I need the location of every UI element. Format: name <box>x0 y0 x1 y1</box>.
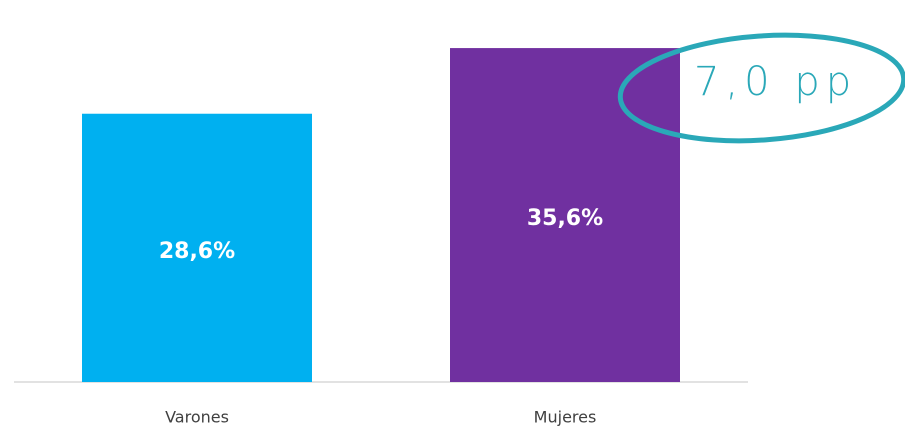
annotation: 7,0 pp <box>694 59 857 105</box>
annotation-ellipse <box>617 32 905 144</box>
x-tick-label: Varones <box>165 408 229 427</box>
value-label: 28,6% <box>159 239 235 264</box>
bar <box>82 113 312 383</box>
value-label: 35,6% <box>527 206 603 231</box>
x-tick-label: Mujeres <box>534 408 597 427</box>
bar <box>450 48 680 383</box>
